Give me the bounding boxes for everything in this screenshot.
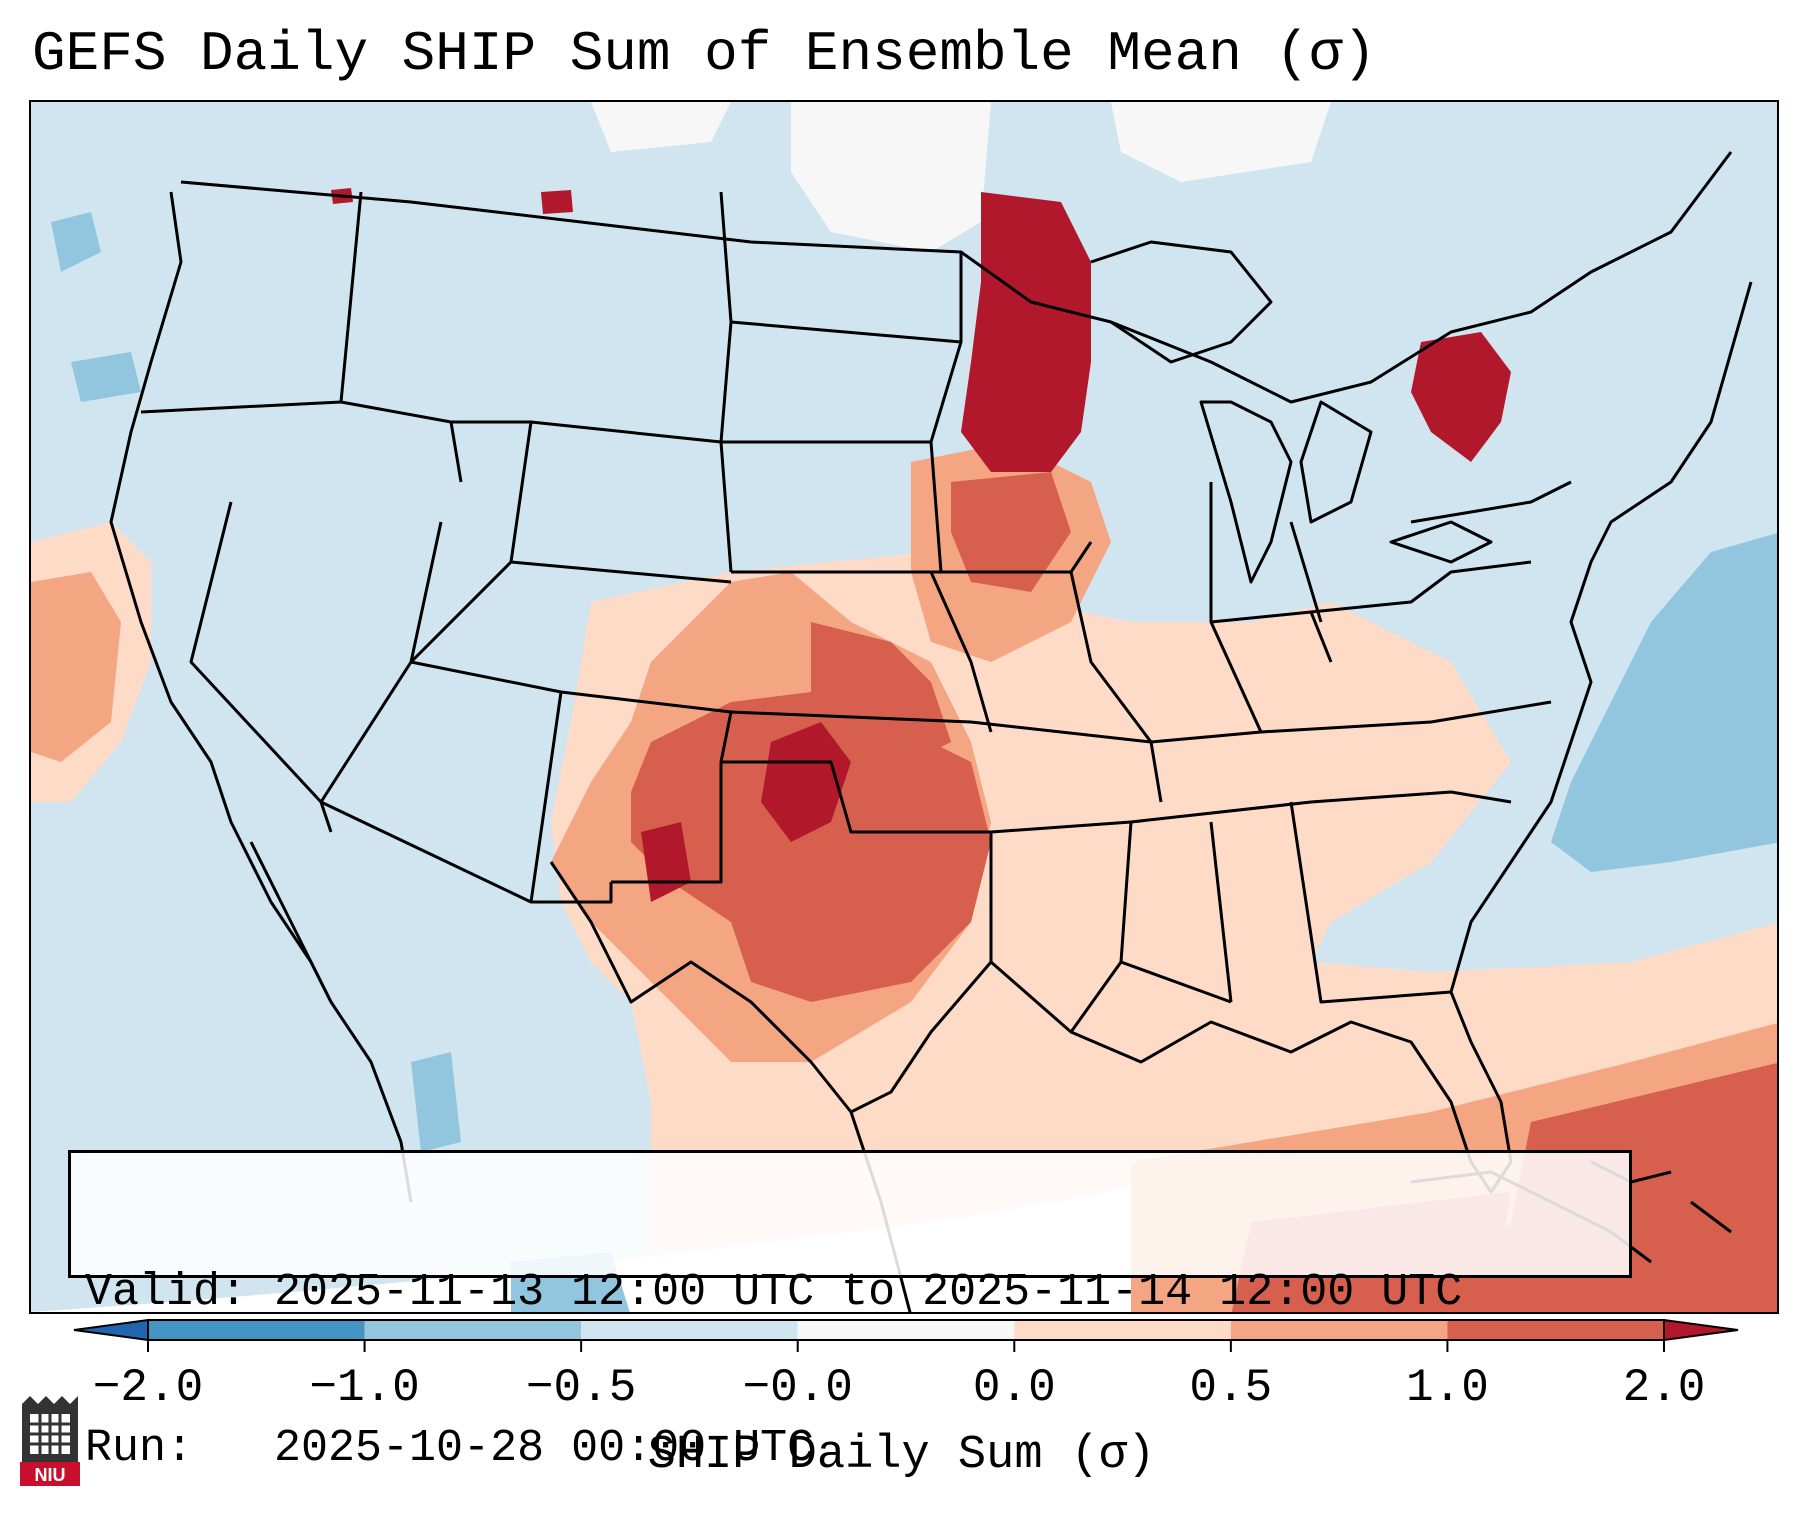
colorbar-outline	[147, 1319, 1665, 1341]
field-ontario-red	[1411, 332, 1511, 462]
colorbar-tick-label: 0.0	[972, 1362, 1056, 1414]
colorbar	[73, 1318, 1739, 1352]
field-pacific-blue-1	[51, 212, 101, 272]
colorbar-label: SHIP Daily Sum (σ)	[647, 1429, 1156, 1482]
valid-run-info-box: Valid: 2025-11-13 12:00 UTC to 2025-11-1…	[68, 1150, 1632, 1474]
colorbar-bin	[581, 1320, 798, 1340]
colorbar-tick-label: 1.0	[1406, 1362, 1489, 1414]
colorbar-extend-low	[73, 1318, 149, 1342]
map-svg	[31, 102, 1777, 1312]
colorbar-bin	[148, 1320, 365, 1340]
logo-text: NIU	[35, 1465, 66, 1485]
field-canada-white-3	[591, 102, 731, 152]
niu-logo: NIU	[20, 1396, 80, 1486]
colorbar-extend-high	[1663, 1318, 1739, 1342]
colorbar-tick-label: −1.0	[309, 1362, 420, 1414]
colorbar-bin	[797, 1320, 1015, 1340]
field-montana-red	[541, 190, 573, 214]
colorbar-tick-label: −0.0	[742, 1362, 853, 1414]
colorbar-bin	[1447, 1320, 1664, 1340]
chart-title: GEFS Daily SHIP Sum of Ensemble Mean (σ)	[32, 22, 1377, 86]
valid-time-text: Valid: 2025-11-13 12:00 UTC to 2025-11-1…	[85, 1267, 1463, 1318]
field-atlantic-blue	[1551, 533, 1777, 872]
colorbar-bin	[1014, 1320, 1231, 1340]
field-pacific-orange	[31, 572, 121, 762]
colorbar-tick-label: −2.0	[92, 1362, 204, 1414]
field-upper-midwest-red	[961, 192, 1091, 472]
colorbar-tick-label: 2.0	[1622, 1362, 1706, 1414]
field-pacific-blue-2	[71, 352, 141, 402]
logo-banner	[20, 1462, 80, 1486]
field-iowa-dark-orange	[951, 472, 1071, 592]
run-time-text: Run: 2025-10-28 00:00 UTC	[85, 1423, 815, 1474]
field-kansas-dark-orange	[811, 622, 951, 762]
colorbar-tick-label: −0.5	[525, 1362, 637, 1414]
field-pacific-blue-3	[411, 1052, 461, 1152]
field-canada-white-2	[1111, 102, 1331, 182]
field-canada-white-1	[791, 102, 991, 252]
colorbar-tick-label: 0.5	[1189, 1362, 1273, 1414]
field-oklahoma-red	[761, 722, 851, 842]
colorbar-bin	[1230, 1320, 1448, 1340]
colorbar-bin	[364, 1320, 582, 1340]
map-panel	[29, 100, 1779, 1314]
